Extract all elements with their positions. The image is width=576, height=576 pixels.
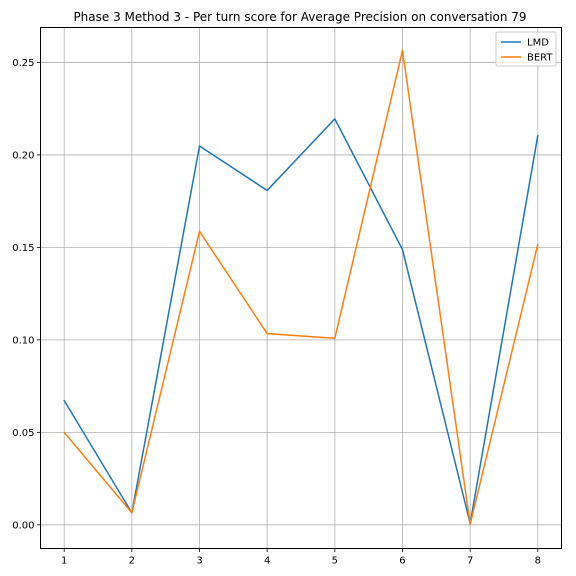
x-tick-label: 7 bbox=[467, 556, 473, 567]
x-tick-label: 2 bbox=[129, 556, 135, 567]
y-tick-label: 0.20 bbox=[12, 150, 34, 161]
plot-frame bbox=[40, 27, 562, 549]
x-tick-label: 6 bbox=[399, 556, 405, 567]
y-tick-label: 0.00 bbox=[12, 520, 34, 531]
x-tick-label: 4 bbox=[264, 556, 270, 567]
x-tick-label: 3 bbox=[196, 556, 202, 567]
chart-title: Phase 3 Method 3 - Per turn score for Av… bbox=[73, 10, 526, 24]
x-tick-label: 8 bbox=[535, 556, 541, 567]
y-tick-label: 0.10 bbox=[12, 335, 34, 346]
x-tick-label: 5 bbox=[332, 556, 338, 567]
y-tick-label: 0.05 bbox=[12, 428, 34, 439]
legend-label-lmd: LMD bbox=[527, 38, 549, 49]
y-tick-label: 0.15 bbox=[12, 243, 34, 254]
x-tick-label: 1 bbox=[61, 556, 67, 567]
legend: LMD BERT bbox=[495, 31, 557, 67]
y-tick-label: 0.25 bbox=[12, 58, 34, 69]
series-lines bbox=[63, 49, 539, 526]
series-line-lmd bbox=[63, 118, 539, 525]
series-line-bert bbox=[63, 49, 539, 526]
axis-ticks: 1 2 3 4 5 6 7 8 0.00 0.05 0.10 0.15 0.20 0.25 bbox=[12, 58, 541, 567]
legend-label-bert: BERT bbox=[527, 53, 553, 64]
